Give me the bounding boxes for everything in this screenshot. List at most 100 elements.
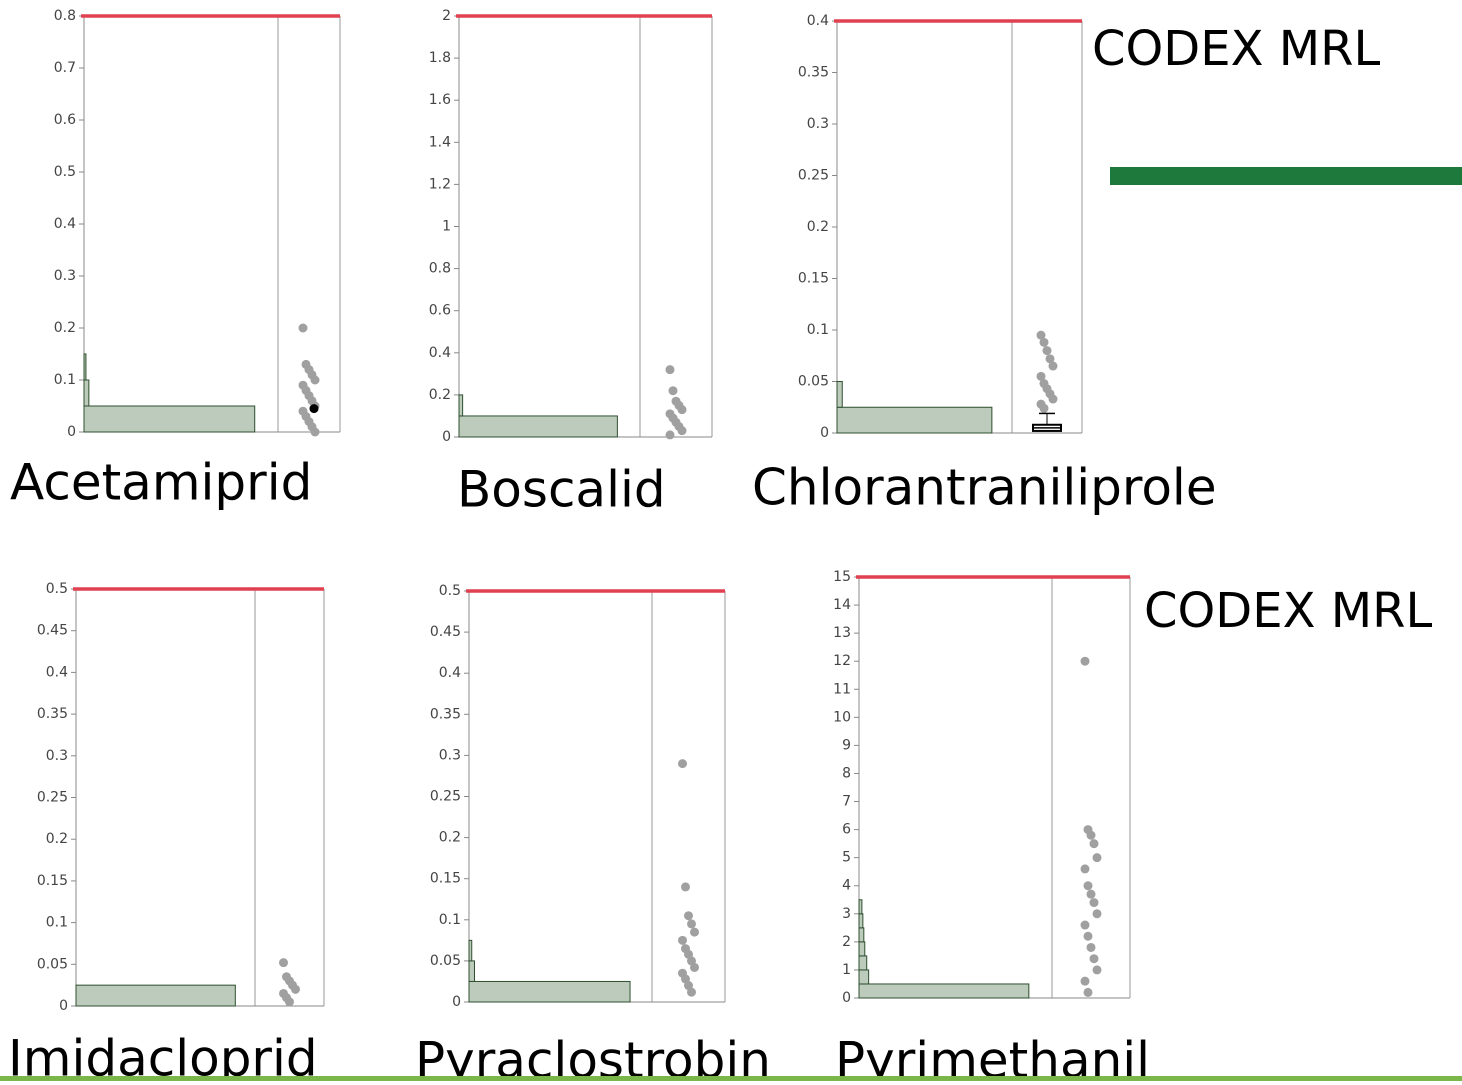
data-point <box>690 962 699 972</box>
data-point <box>1048 361 1058 371</box>
y-tick-label: 11 <box>833 681 851 697</box>
y-tick-label: 2 <box>842 934 851 950</box>
annotation: CODEX MRL <box>1092 21 1380 77</box>
histogram-bar <box>83 353 87 381</box>
y-tick-label: 0 <box>452 994 461 1010</box>
y-tick-label: 0.2 <box>439 830 461 846</box>
y-tick-label: 1 <box>442 219 451 235</box>
y-tick-label: 0 <box>67 424 76 440</box>
histogram-bar <box>858 941 866 957</box>
histogram-bar <box>468 980 631 1003</box>
histogram-bar <box>83 379 90 407</box>
data-point <box>1080 976 1090 986</box>
y-tick-label: 0 <box>842 990 851 1006</box>
y-tick-label: 0.4 <box>807 13 829 29</box>
data-point <box>677 426 687 436</box>
y-tick-label: 0.7 <box>54 60 76 76</box>
y-tick-label: 15 <box>833 569 851 585</box>
data-point <box>681 882 690 892</box>
annotation: CODEX MRL <box>1144 583 1432 639</box>
y-tick-label: 7 <box>842 794 851 810</box>
y-tick-label: 0.05 <box>430 953 461 969</box>
data-point <box>1086 830 1096 840</box>
histogram-bar <box>83 405 256 433</box>
y-tick-label: 0.15 <box>37 873 68 889</box>
y-tick-label: 0.25 <box>798 168 829 184</box>
data-point <box>1080 920 1090 930</box>
data-point <box>310 375 320 385</box>
y-tick-label: 0.05 <box>37 956 68 972</box>
y-tick-label: 9 <box>842 737 851 753</box>
data-point <box>1036 371 1046 381</box>
histogram-bar <box>858 969 870 985</box>
y-tick-label: 0.5 <box>46 581 68 597</box>
y-tick-label: 0.4 <box>439 665 461 681</box>
y-tick-label: 0.2 <box>46 831 68 847</box>
y-tick-label: 0.2 <box>429 387 451 403</box>
y-tick-label: 10 <box>833 709 851 725</box>
y-tick-label: 0.8 <box>429 261 451 277</box>
data-point <box>1039 337 1049 347</box>
data-point <box>668 386 678 396</box>
y-tick-label: 0.45 <box>430 624 461 640</box>
histogram-bar <box>468 960 475 982</box>
data-point <box>1080 864 1090 874</box>
histogram-bar <box>836 381 843 408</box>
y-tick-label: 0.5 <box>54 164 76 180</box>
data-point <box>279 958 288 968</box>
chart-title: Boscalid <box>457 461 666 519</box>
y-tick-label: 2 <box>442 8 451 24</box>
y-tick-label: 1.6 <box>429 92 451 108</box>
y-tick-label: 0.4 <box>46 664 68 680</box>
y-tick-label: 0 <box>820 425 829 441</box>
histogram-bar <box>858 983 1030 999</box>
y-tick-label: 0.1 <box>439 912 461 928</box>
y-tick-label: 0.6 <box>54 112 76 128</box>
data-point <box>1083 881 1093 891</box>
data-point <box>1086 889 1096 899</box>
y-tick-label: 0.4 <box>54 216 76 232</box>
data-point <box>1092 853 1102 863</box>
y-tick-label: 0.1 <box>46 915 68 931</box>
y-tick-label: 1.4 <box>429 134 451 150</box>
data-point <box>690 927 699 937</box>
y-tick-label: 0.2 <box>807 219 829 235</box>
y-tick-label: 0 <box>442 429 451 445</box>
y-tick-label: 0.3 <box>54 268 76 284</box>
y-tick-label: 0.25 <box>37 790 68 806</box>
data-point <box>1083 931 1093 941</box>
y-tick-label: 0.3 <box>807 116 829 132</box>
y-tick-label: 0.2 <box>54 320 76 336</box>
data-point <box>1039 403 1049 413</box>
data-point <box>1042 346 1052 356</box>
y-tick-label: 5 <box>842 850 851 866</box>
data-point <box>678 759 687 769</box>
y-tick-label: 8 <box>842 765 851 781</box>
chart-title: Pyrimethanil <box>835 1032 1150 1082</box>
y-tick-label: 0.15 <box>430 871 461 887</box>
y-tick-label: 0.15 <box>798 271 829 287</box>
data-point <box>1045 354 1055 364</box>
data-point <box>1083 987 1093 997</box>
y-tick-label: 0.3 <box>46 748 68 764</box>
y-tick-label: 4 <box>842 878 851 894</box>
data-point <box>678 935 687 945</box>
histogram-bar <box>858 955 868 971</box>
y-tick-label: 0.25 <box>430 789 461 805</box>
data-point <box>1036 330 1046 340</box>
data-point <box>1089 839 1099 849</box>
data-point <box>1089 954 1099 964</box>
decor-bar <box>1110 167 1462 185</box>
data-point <box>1086 942 1096 952</box>
y-tick-label: 0.05 <box>798 374 829 390</box>
y-tick-label: 13 <box>833 625 851 641</box>
chart-title: Imidacloprid <box>8 1030 318 1082</box>
data-point <box>1092 965 1102 975</box>
y-tick-label: 12 <box>833 653 851 669</box>
chart-title: Acetamiprid <box>10 454 312 512</box>
bottom-rule <box>0 1076 1462 1081</box>
data-point <box>310 427 320 437</box>
data-point <box>665 430 675 440</box>
data-point <box>1048 394 1058 404</box>
data-point <box>684 911 693 921</box>
